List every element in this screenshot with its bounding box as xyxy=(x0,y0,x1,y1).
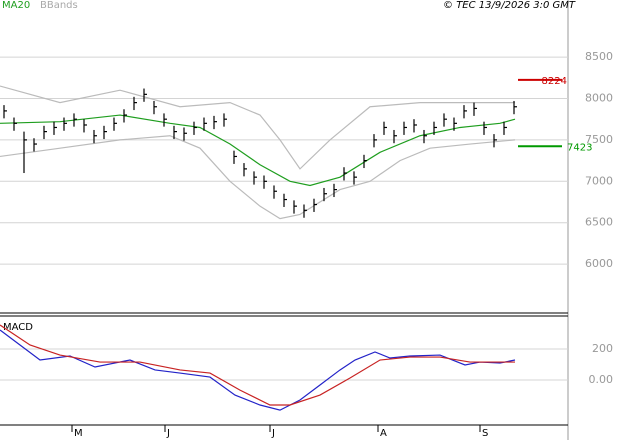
y-tick-label: 6500 xyxy=(585,216,613,229)
indicator-line xyxy=(0,114,516,187)
level-label: 7423 xyxy=(567,142,592,153)
y-tick-label: 8500 xyxy=(585,50,613,63)
x-tick-label: J xyxy=(271,428,275,439)
y-tick-label: 0.00 xyxy=(589,373,614,386)
x-tick-label: S xyxy=(482,428,488,439)
x-tick-label: A xyxy=(380,428,387,439)
y-tick-label: 8000 xyxy=(585,91,613,104)
y-tick-label: 200 xyxy=(592,342,613,355)
legend-entry: BBands xyxy=(40,0,78,11)
source: © TEC 13/9/2026 3:0 GMT xyxy=(443,0,576,11)
y-tick-label: 7500 xyxy=(585,133,613,146)
level-label: 8224 xyxy=(542,76,567,87)
panel-title: MACD xyxy=(3,322,33,333)
indicator-line xyxy=(0,85,515,170)
indicator-line xyxy=(0,135,516,220)
macd-line xyxy=(0,324,515,406)
x-tick-label: J xyxy=(166,428,170,439)
x-tick-label: M xyxy=(74,428,83,439)
y-tick-label: 7000 xyxy=(585,174,613,187)
y-tick-label: 6000 xyxy=(585,257,613,270)
legend-entry: MA20 xyxy=(2,0,30,11)
